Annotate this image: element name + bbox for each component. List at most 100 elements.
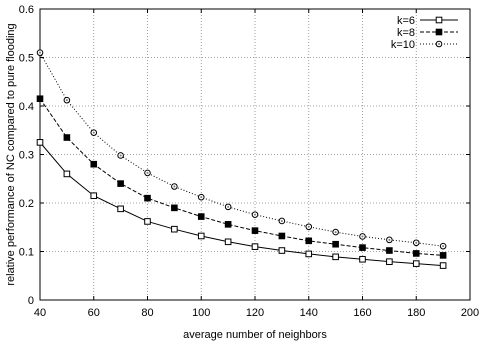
marker-dot (438, 43, 440, 45)
series-k=8 (36, 95, 447, 259)
data-point (144, 169, 151, 177)
data-point (36, 95, 44, 103)
series-k=6 (36, 139, 447, 269)
data-point (63, 96, 71, 104)
data-point (386, 236, 393, 244)
data-point (171, 225, 178, 233)
x-tick-label: 200 (461, 307, 479, 319)
data-point (386, 247, 393, 254)
data-point (305, 223, 313, 231)
data-point (36, 49, 44, 56)
data-point (439, 262, 447, 269)
series-line (39, 98, 444, 256)
marker-dot (39, 51, 41, 54)
data-point (439, 252, 447, 259)
y-tick-label: 0 (28, 295, 34, 307)
data-point (359, 244, 366, 251)
data-point (359, 233, 366, 240)
data-point (332, 253, 339, 261)
data-point (90, 192, 98, 200)
x-tick-label: 40 (34, 307, 46, 319)
data-point (144, 194, 151, 202)
axis-ticks: 40 60 80 100 120 140 160 180 200 0 0.1 0.2 0.3 0.4 0.5… (19, 4, 479, 319)
marker-dot (65, 99, 68, 102)
data-point (305, 237, 313, 245)
data-point (278, 232, 286, 240)
data-point (117, 180, 124, 187)
data-point (386, 258, 393, 265)
plot-frame (39, 8, 471, 301)
x-tick-label: 80 (141, 307, 153, 319)
y-axis-label: relative performance of NC compared to p… (5, 23, 17, 285)
data-point (305, 250, 313, 258)
y-tick-label: 0.2 (19, 198, 34, 210)
data-point (90, 160, 98, 168)
x-tick-label: 60 (88, 307, 100, 319)
marker-dot (92, 131, 95, 134)
series-line (39, 142, 444, 267)
data-point (63, 170, 71, 178)
grid-lines (40, 9, 470, 300)
series-line (39, 52, 444, 247)
y-tick-label: 0.5 (19, 53, 34, 65)
marker-dot (361, 235, 364, 238)
data-point (90, 129, 98, 136)
y-tick-label: 0.6 (19, 4, 34, 16)
marker-dot (334, 231, 337, 234)
legend-label: k=10 (391, 39, 415, 51)
legend: k=6k=8k=10 (391, 15, 458, 51)
marker-dot (146, 171, 149, 174)
data-point (412, 260, 420, 267)
marker-dot (415, 241, 418, 244)
data-point (359, 255, 366, 263)
data-point (36, 139, 44, 146)
data-point (412, 239, 420, 247)
marker-dot (280, 219, 283, 222)
data-point (197, 213, 205, 220)
marker-dot (388, 238, 391, 241)
data-point (171, 204, 178, 212)
data-point (197, 232, 205, 240)
marker-dot (200, 196, 203, 199)
x-axis-label: average number of neighbors (183, 329, 327, 341)
legend-label: k=8 (397, 27, 415, 39)
x-tick-label: 180 (407, 307, 425, 319)
data-point (171, 183, 178, 190)
x-tick-label: 160 (353, 307, 371, 319)
legend-marker (435, 40, 443, 48)
data-point (278, 247, 286, 254)
data-point (63, 134, 71, 141)
data-point (251, 227, 259, 234)
y-tick-label: 0.3 (19, 150, 34, 162)
data-point (144, 218, 151, 225)
data-point (197, 193, 205, 201)
marker-dot (307, 225, 310, 228)
data-point (224, 221, 232, 228)
legend-marker (435, 16, 443, 24)
y-tick-label: 0.4 (19, 101, 34, 113)
x-tick-label: 140 (300, 307, 318, 319)
marker-dot (227, 205, 230, 208)
y-tick-label: 0.1 (19, 247, 34, 259)
legend-marker (435, 28, 443, 36)
x-tick-label: 120 (246, 307, 264, 319)
data-point (332, 228, 339, 236)
marker-dot (254, 213, 256, 216)
x-tick-label: 100 (192, 307, 210, 319)
series-k=10 (36, 49, 447, 250)
marker-dot (173, 185, 176, 188)
data-point (224, 238, 232, 246)
marker-dot (119, 154, 122, 157)
legend-label: k=6 (397, 15, 415, 27)
data-point (332, 240, 339, 248)
marker-dot (442, 245, 445, 248)
data-point (278, 217, 286, 225)
data-point (224, 203, 232, 211)
data-point (117, 152, 124, 159)
data-point (251, 211, 259, 218)
data-point (251, 243, 259, 250)
data-point (117, 205, 124, 213)
data-point (412, 250, 420, 257)
series-layer (36, 49, 447, 269)
